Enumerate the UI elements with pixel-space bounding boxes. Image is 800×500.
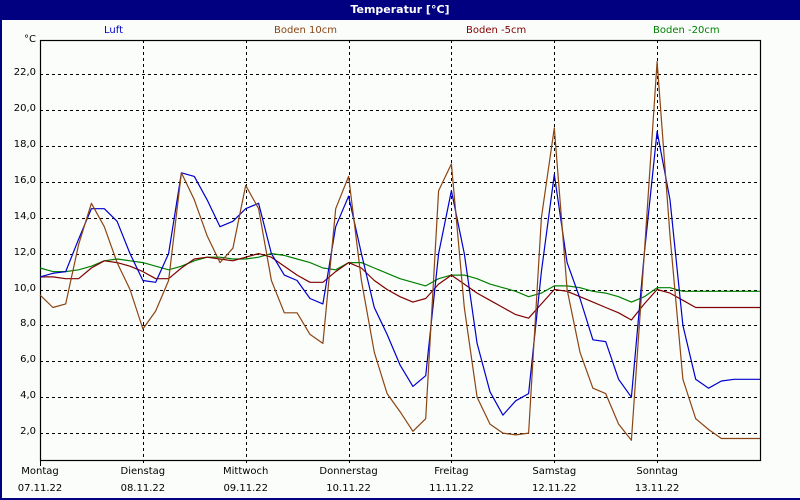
series-luft bbox=[39, 130, 760, 416]
x-tick-day: Dienstag bbox=[120, 466, 166, 477]
y-tick-label: 8,0 bbox=[20, 318, 36, 330]
x-tick-day: Donnerstag bbox=[319, 466, 378, 477]
y-tick-label: 18,0 bbox=[13, 138, 36, 150]
x-tick-date: 09.11.22 bbox=[223, 483, 268, 494]
y-tick-label: 12,0 bbox=[13, 246, 36, 258]
x-tick-day: Montag bbox=[21, 466, 59, 477]
x-tick-date: 11.11.22 bbox=[429, 483, 474, 494]
x-tick-day: Samstag bbox=[532, 466, 577, 477]
legend-boden-5cm: Boden -5cm bbox=[466, 25, 527, 36]
y-tick-label: 2,0 bbox=[20, 426, 36, 438]
y-tick-label: 14,0 bbox=[13, 210, 36, 222]
x-tick-date: 07.11.22 bbox=[17, 483, 63, 494]
x-tick-day: Freitag bbox=[434, 466, 469, 477]
x-tick-date: 08.11.22 bbox=[120, 483, 166, 494]
y-tick-label: 4,0 bbox=[20, 390, 36, 402]
y-tick-label: 6,0 bbox=[20, 354, 36, 366]
legend-luft: Luft bbox=[104, 25, 123, 36]
y-tick-label: 22,0 bbox=[13, 67, 36, 79]
y-tick-label: 16,0 bbox=[13, 174, 36, 186]
x-tick-date: 10.11.22 bbox=[326, 483, 371, 494]
x-tick-date: 13.11.22 bbox=[634, 483, 680, 494]
y-tick-label: 10,0 bbox=[13, 282, 36, 294]
chart-title: Temperatur [°C] bbox=[0, 0, 800, 20]
y-axis-unit: °C bbox=[24, 34, 36, 45]
x-tick-day: Mittwoch bbox=[223, 466, 269, 477]
x-tick-date: 12.11.22 bbox=[532, 483, 577, 494]
x-tick-day: Sonntag bbox=[636, 466, 678, 477]
legend-boden-10cm: Boden 10cm bbox=[274, 25, 337, 36]
series-boden-10cm bbox=[39, 60, 760, 441]
y-tick-label: 20,0 bbox=[13, 103, 36, 114]
legend-boden-20cm: Boden -20cm bbox=[653, 25, 720, 36]
plot-border bbox=[39, 39, 762, 462]
